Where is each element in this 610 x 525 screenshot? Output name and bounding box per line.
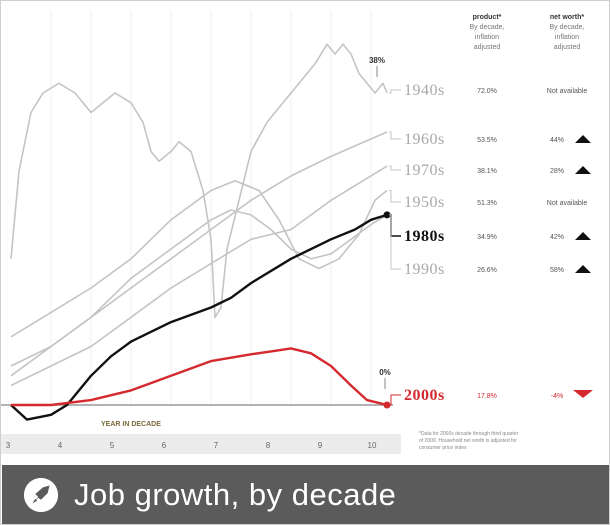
x-tick-label: 3	[6, 441, 11, 450]
product-value-1940s: 72.0%	[477, 88, 497, 95]
product-value-1990s: 26.6%	[477, 267, 497, 274]
decade-label-1980s: 1980s	[404, 228, 445, 245]
networth-value-1990s: 58%	[550, 267, 564, 274]
leader-line-2000s	[389, 394, 401, 406]
networth-column-header: net worth*	[550, 14, 584, 21]
x-axis-strip	[1, 434, 401, 454]
leader-line-1970s	[389, 165, 401, 171]
chart-title: Job growth, by decade	[74, 477, 397, 512]
series-endpoint-2000s	[383, 401, 391, 409]
series-line-1980s	[10, 213, 388, 421]
decade-label-1970s: 1970s	[404, 162, 445, 179]
footnote-line: of 2009. Household net worth is adjusted…	[419, 438, 517, 444]
leader-line-1990s	[389, 214, 401, 270]
leader-line-1950s	[389, 190, 401, 203]
product-column-header: By decade,	[469, 24, 504, 31]
leader-line-1960s	[389, 131, 401, 140]
plot-area	[1, 1, 401, 406]
series-line-1970s	[10, 165, 388, 387]
title-banner: Job growth, by decade	[2, 465, 609, 524]
end-label-2000s: 0%	[379, 368, 391, 377]
networth-value-1980s: 42%	[550, 234, 564, 241]
networth-value-1950s: Not available	[547, 200, 588, 207]
decade-label-2000s: 2000s	[404, 387, 445, 404]
decade-label-1960s: 1960s	[404, 131, 445, 148]
networth-value-1970s: 28%	[550, 168, 564, 175]
x-tick-label: 6	[162, 441, 167, 450]
leader-line-1940s	[389, 89, 401, 94]
x-tick-label: 9	[318, 441, 323, 450]
product-column-header: inflation	[475, 34, 499, 41]
trend-up-icon	[575, 232, 591, 240]
series-endpoint-1980s	[383, 211, 391, 219]
end-label-1940s: 38%	[369, 56, 385, 65]
footnote-line: consumer price index	[419, 445, 467, 451]
x-tick-label: 5	[110, 441, 115, 450]
networth-value-2000s: -4%	[551, 393, 563, 400]
series-line-1990s	[10, 209, 388, 367]
job-growth-chart: product* By decade, inflation adjusted net w…	[1, 1, 593, 454]
product-value-1950s: 51.3%	[477, 200, 497, 207]
series-line-1950s	[10, 180, 388, 338]
networth-value-1940s: Not available	[547, 88, 588, 95]
series-line-1940s	[10, 43, 388, 319]
trend-up-icon	[575, 265, 591, 273]
networth-column-header: adjusted	[554, 44, 581, 51]
trend-up-icon	[575, 166, 591, 174]
decade-label-1950s: 1950s	[404, 194, 445, 211]
footnote-line: *Data for 2000s decade through third qua…	[419, 431, 519, 437]
product-value-1970s: 38.1%	[477, 168, 497, 175]
trend-up-icon	[575, 135, 591, 143]
x-tick-label: 7	[214, 441, 219, 450]
series-line-2000s	[11, 347, 388, 407]
product-value-1980s: 34.9%	[477, 234, 497, 241]
networth-value-1960s: 44%	[550, 137, 564, 144]
decade-label-1940s: 1940s	[404, 82, 445, 99]
decade-label-1990s: 1990s	[404, 261, 445, 278]
x-axis-label: YEAR IN DECADE	[101, 421, 161, 428]
rocket-icon	[23, 477, 59, 513]
trend-down-icon	[573, 390, 593, 398]
x-tick-label: 8	[266, 441, 271, 450]
x-tick-label: 4	[58, 441, 63, 450]
x-tick-label: 10	[368, 441, 377, 450]
product-column-header: adjusted	[474, 44, 501, 51]
product-value-1960s: 53.5%	[477, 137, 497, 144]
product-column-header: product*	[473, 14, 502, 21]
product-value-2000s: 17.8%	[477, 393, 497, 400]
networth-column-header: By decade,	[549, 24, 584, 31]
networth-column-header: inflation	[555, 34, 579, 41]
